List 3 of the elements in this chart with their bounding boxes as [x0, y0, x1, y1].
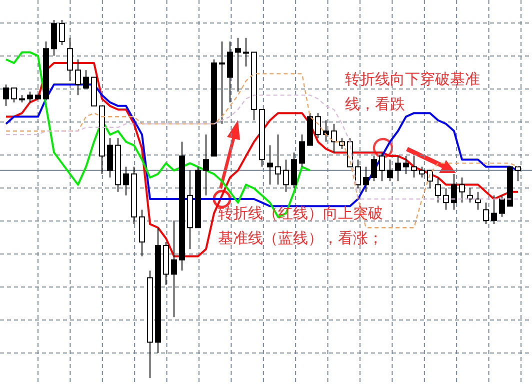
- annotation: 基准线（蓝线），看涨；: [218, 229, 383, 247]
- annotation: 转折线向下穿破基准: [345, 70, 480, 88]
- annotation: 线，看跌: [345, 95, 405, 113]
